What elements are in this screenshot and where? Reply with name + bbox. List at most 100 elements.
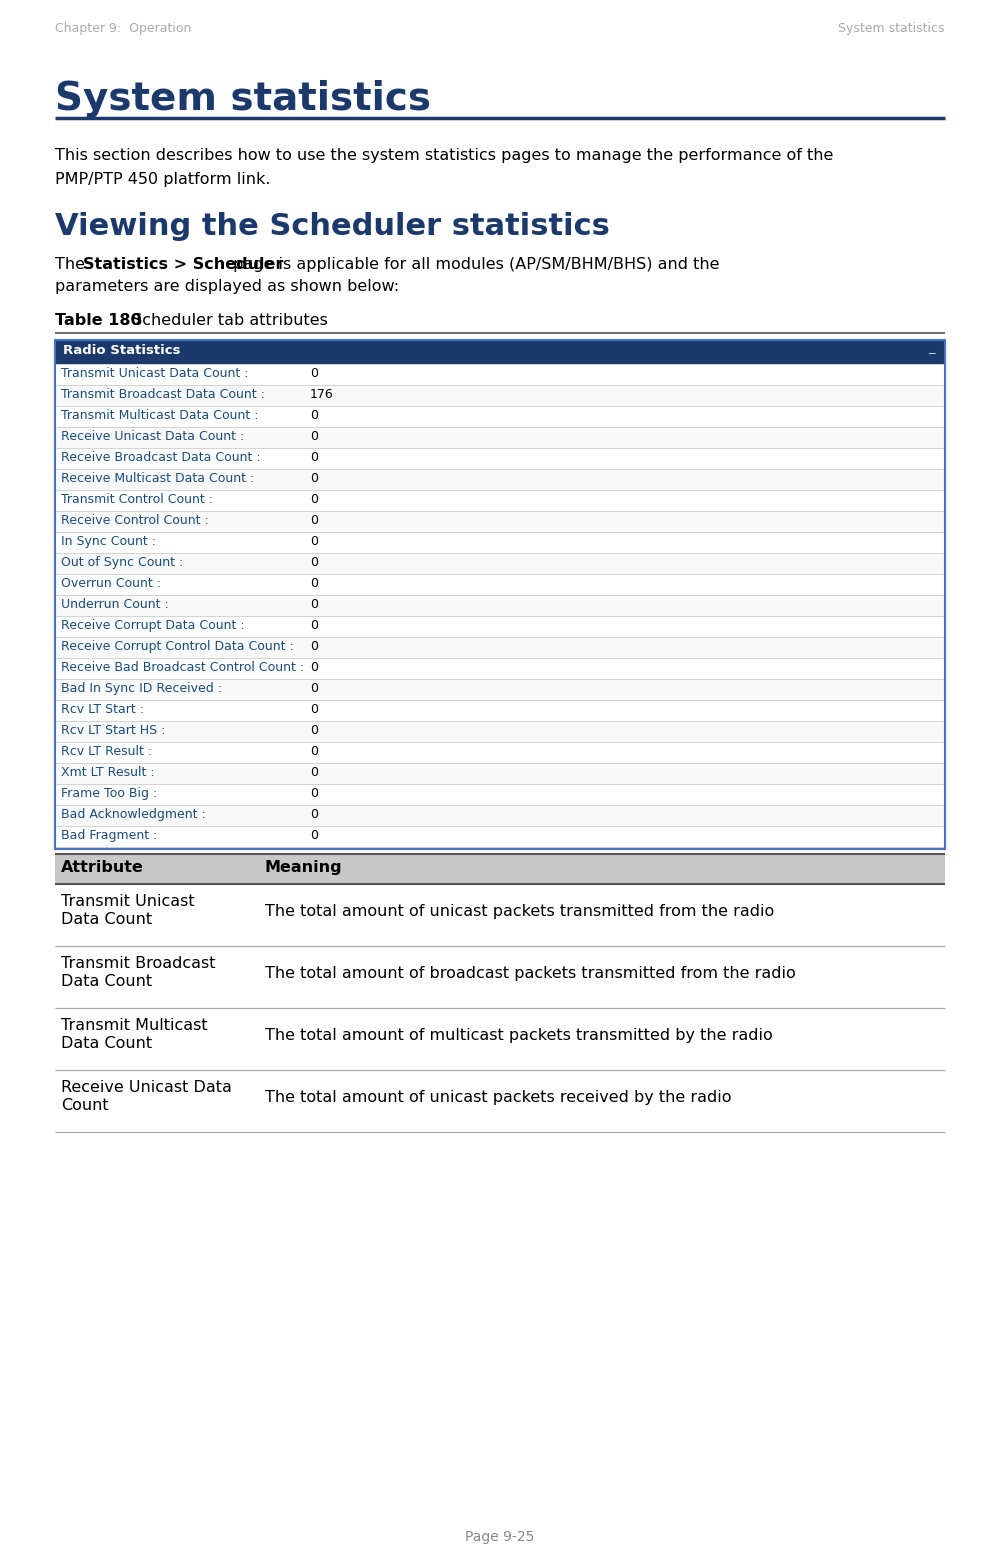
Text: 0: 0 [310,724,318,738]
Bar [55,574,945,594]
Text: 0: 0 [310,409,318,422]
Bar [55,784,945,804]
Text: Overrun Count :: Overrun Count : [61,577,161,590]
Text: Receive Unicast Data: Receive Unicast Data [61,1080,232,1095]
Text: 0: 0 [310,451,318,464]
Text: 0: 0 [310,619,318,632]
Text: Receive Corrupt Data Count :: Receive Corrupt Data Count : [61,619,245,632]
Bar [55,341,945,850]
Text: Receive Multicast Data Count :: Receive Multicast Data Count : [61,471,254,485]
Text: Radio Statistics: Radio Statistics [63,344,180,356]
Text: In Sync Count :: In Sync Count : [61,535,156,548]
Bar [55,406,945,426]
Text: 0: 0 [310,829,318,842]
Text: 0: 0 [310,577,318,590]
Text: page is applicable for all modules (AP/SM/BHM/BHS) and the: page is applicable for all modules (AP/S… [228,257,720,272]
Text: Page 9-25: Page 9-25 [465,1530,535,1544]
Text: 0: 0 [310,661,318,674]
Bar [55,384,945,406]
Text: Rcv LT Result :: Rcv LT Result : [61,745,152,758]
Text: Chapter 9:  Operation: Chapter 9: Operation [55,22,191,34]
Text: 0: 0 [310,513,318,527]
Bar [55,700,945,720]
Text: Frame Too Big :: Frame Too Big : [61,787,157,800]
Bar [55,616,945,636]
Text: Xmt LT Result :: Xmt LT Result : [61,766,155,780]
Text: Out of Sync Count :: Out of Sync Count : [61,555,183,569]
Text: Receive Broadcast Data Count :: Receive Broadcast Data Count : [61,451,261,464]
Text: 0: 0 [310,555,318,569]
Bar [55,854,945,884]
Bar [55,448,945,468]
Text: 0: 0 [310,429,318,443]
Text: 0: 0 [310,682,318,696]
Text: PMP/PTP 450 platform link.: PMP/PTP 450 platform link. [55,173,270,187]
Bar [55,826,945,846]
Text: Receive Corrupt Control Data Count :: Receive Corrupt Control Data Count : [61,640,294,654]
Text: 0: 0 [310,493,318,506]
Text: Data Count: Data Count [61,1036,152,1050]
Text: Transmit Unicast Data Count :: Transmit Unicast Data Count : [61,367,248,380]
Text: 176: 176 [310,387,334,401]
Text: Transmit Control Count :: Transmit Control Count : [61,493,213,506]
Text: parameters are displayed as shown below:: parameters are displayed as shown below: [55,279,399,294]
Text: Transmit Multicast: Transmit Multicast [61,1018,208,1033]
Text: Bad Fragment :: Bad Fragment : [61,829,157,842]
Text: 0: 0 [310,598,318,612]
Text: Rcv LT Start HS :: Rcv LT Start HS : [61,724,165,738]
Text: This section describes how to use the system statistics pages to manage the perf: This section describes how to use the sy… [55,148,833,163]
Bar [55,762,945,784]
Text: 0: 0 [310,745,318,758]
Text: Table 180: Table 180 [55,313,142,328]
Text: 0: 0 [310,766,318,780]
Text: Attribute: Attribute [61,860,144,874]
Text: Bad In Sync ID Received :: Bad In Sync ID Received : [61,682,222,696]
Text: 0: 0 [310,808,318,822]
Bar [55,742,945,762]
Text: 0: 0 [310,703,318,716]
Text: 0: 0 [310,787,318,800]
Bar [55,720,945,742]
Text: 0: 0 [310,535,318,548]
Bar [55,804,945,826]
Text: Underrun Count :: Underrun Count : [61,598,169,612]
Bar [55,426,945,448]
Text: The total amount of unicast packets transmitted from the radio: The total amount of unicast packets tran… [265,904,774,920]
Text: Receive Control Count :: Receive Control Count : [61,513,209,527]
Text: Receive Unicast Data Count :: Receive Unicast Data Count : [61,429,244,443]
Text: The: The [55,257,90,272]
Text: Transmit Unicast: Transmit Unicast [61,895,195,909]
Text: Transmit Broadcast Data Count :: Transmit Broadcast Data Count : [61,387,265,401]
Bar [55,678,945,700]
Text: Count: Count [61,1099,109,1113]
Text: Receive Bad Broadcast Control Count :: Receive Bad Broadcast Control Count : [61,661,304,674]
Text: The total amount of broadcast packets transmitted from the radio: The total amount of broadcast packets tr… [265,966,796,980]
Bar [55,532,945,552]
Text: Statistics > Scheduler: Statistics > Scheduler [83,257,283,272]
Text: Scheduler tab attributes: Scheduler tab attributes [127,313,328,328]
Text: The total amount of multicast packets transmitted by the radio: The total amount of multicast packets tr… [265,1029,773,1043]
Text: Viewing the Scheduler statistics: Viewing the Scheduler statistics [55,212,610,241]
Text: Data Count: Data Count [61,974,152,990]
Text: 0: 0 [310,367,318,380]
Bar [55,364,945,384]
Text: Meaning: Meaning [265,860,343,874]
Bar [55,636,945,658]
Bar [55,341,945,364]
Text: System statistics: System statistics [55,79,431,118]
Text: Bad Acknowledgment :: Bad Acknowledgment : [61,808,206,822]
Text: ─: ─ [928,349,934,358]
Text: 0: 0 [310,640,318,654]
Text: 0: 0 [310,471,318,485]
Text: Transmit Multicast Data Count :: Transmit Multicast Data Count : [61,409,258,422]
Bar [55,594,945,616]
Text: Rcv LT Start :: Rcv LT Start : [61,703,144,716]
Text: The total amount of unicast packets received by the radio: The total amount of unicast packets rece… [265,1091,732,1105]
Bar [55,552,945,574]
Text: Transmit Broadcast: Transmit Broadcast [61,955,216,971]
Text: System statistics: System statistics [838,22,945,34]
Text: Data Count: Data Count [61,912,152,927]
Bar [55,490,945,510]
Bar [55,658,945,678]
Bar [55,468,945,490]
